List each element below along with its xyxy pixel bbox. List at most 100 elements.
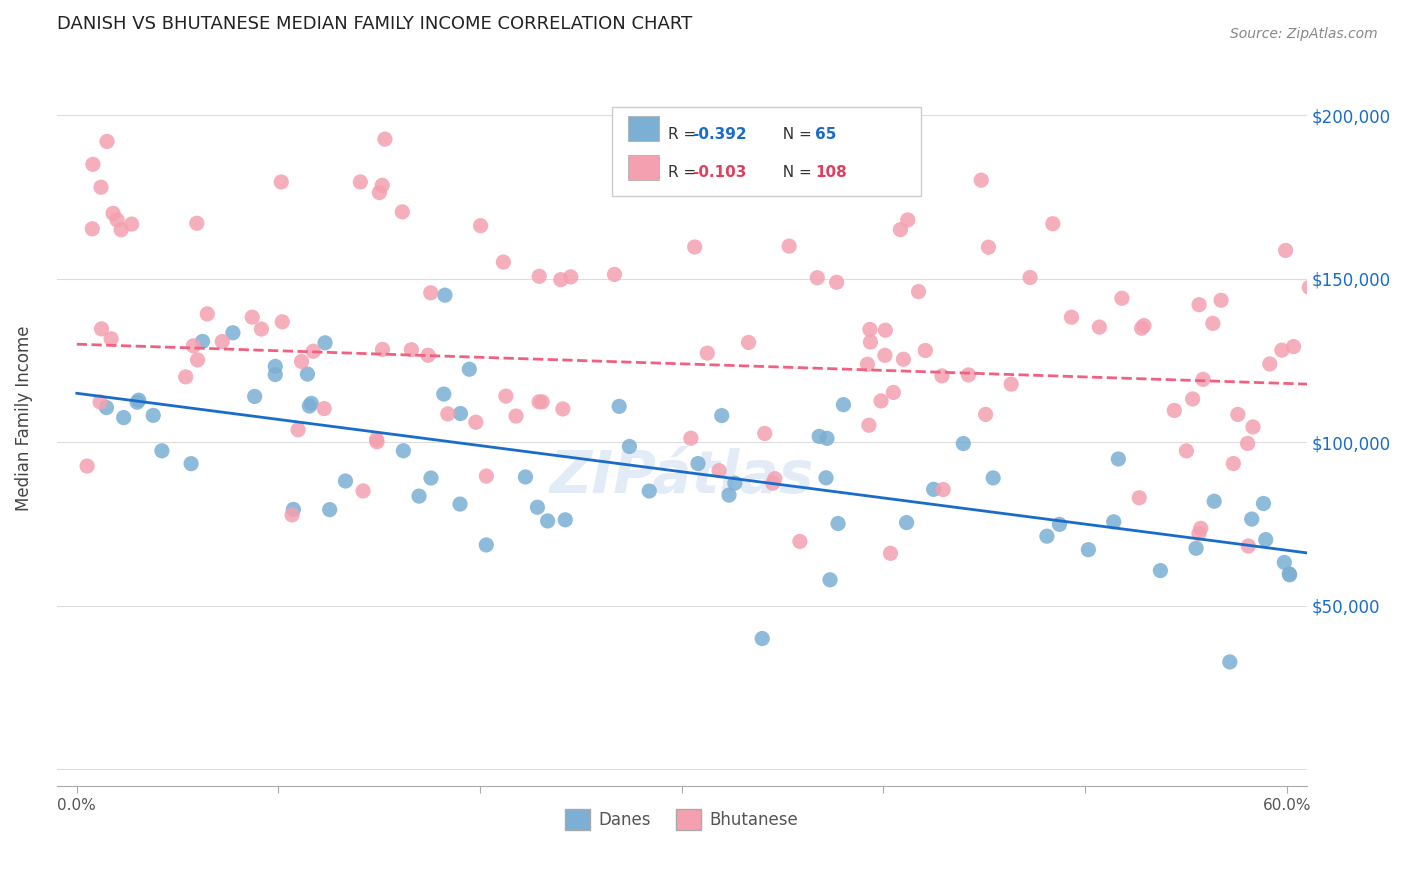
Bhutanese bbox=[529, 269, 551, 284]
Bhutanese bbox=[762, 476, 785, 491]
Danes bbox=[314, 335, 336, 350]
Bhutanese bbox=[371, 178, 394, 193]
Danes bbox=[1219, 655, 1241, 669]
Bhutanese bbox=[977, 240, 1000, 254]
Danes bbox=[724, 476, 747, 491]
Bhutanese bbox=[1192, 372, 1215, 386]
Danes bbox=[128, 393, 150, 408]
Bhutanese bbox=[1258, 357, 1281, 371]
Bhutanese bbox=[368, 186, 391, 200]
Bhutanese bbox=[121, 217, 143, 231]
Danes bbox=[952, 436, 974, 450]
Bhutanese bbox=[879, 546, 901, 560]
Bhutanese bbox=[352, 483, 374, 498]
Danes bbox=[150, 443, 173, 458]
Bhutanese bbox=[859, 322, 882, 336]
Bhutanese bbox=[875, 323, 897, 337]
Text: ZIPátlas: ZIPátlas bbox=[550, 448, 814, 505]
Bhutanese bbox=[183, 339, 205, 353]
Text: 108: 108 bbox=[815, 165, 848, 180]
Danes bbox=[458, 362, 481, 376]
Bhutanese bbox=[551, 401, 574, 416]
Point bbox=[110, 223, 132, 237]
Bhutanese bbox=[778, 239, 800, 253]
Danes bbox=[1149, 564, 1171, 578]
Bhutanese bbox=[870, 393, 893, 408]
Text: -0.103: -0.103 bbox=[692, 165, 747, 180]
Bhutanese bbox=[914, 343, 936, 358]
Bhutanese bbox=[1282, 340, 1305, 354]
Bhutanese bbox=[195, 307, 218, 321]
Bhutanese bbox=[603, 268, 626, 282]
Danes bbox=[1278, 567, 1301, 582]
Bhutanese bbox=[1209, 293, 1232, 308]
Bhutanese bbox=[505, 409, 527, 423]
Bhutanese bbox=[550, 272, 572, 286]
Bhutanese bbox=[1226, 408, 1249, 422]
Danes bbox=[298, 399, 321, 413]
Bhutanese bbox=[897, 213, 920, 227]
Danes bbox=[127, 395, 149, 409]
Bhutanese bbox=[419, 285, 441, 300]
Bhutanese bbox=[416, 348, 439, 362]
Bhutanese bbox=[475, 469, 498, 483]
Bhutanese bbox=[1202, 317, 1225, 331]
Danes bbox=[243, 389, 266, 403]
Danes bbox=[815, 431, 838, 445]
Bhutanese bbox=[436, 407, 458, 421]
Danes bbox=[264, 368, 287, 382]
Bhutanese bbox=[1298, 280, 1320, 294]
Bhutanese bbox=[186, 216, 208, 230]
Bhutanese bbox=[287, 423, 309, 437]
Danes bbox=[1240, 512, 1263, 526]
Bhutanese bbox=[240, 310, 263, 325]
Bhutanese bbox=[211, 334, 233, 349]
Bhutanese bbox=[789, 534, 811, 549]
Danes bbox=[299, 396, 322, 410]
Y-axis label: Median Family Income: Median Family Income bbox=[15, 325, 32, 510]
Danes bbox=[335, 474, 357, 488]
Bhutanese bbox=[1088, 320, 1111, 334]
Bhutanese bbox=[391, 205, 413, 219]
Bhutanese bbox=[957, 368, 980, 382]
Bhutanese bbox=[1130, 321, 1153, 335]
Bhutanese bbox=[1236, 436, 1258, 450]
Danes bbox=[433, 288, 456, 302]
Danes bbox=[536, 514, 558, 528]
Text: R =: R = bbox=[668, 165, 702, 180]
Bhutanese bbox=[531, 395, 554, 409]
Bhutanese bbox=[271, 315, 294, 329]
Danes bbox=[896, 516, 918, 530]
Bhutanese bbox=[1060, 310, 1083, 325]
Bhutanese bbox=[250, 322, 273, 336]
Bhutanese bbox=[1274, 244, 1296, 258]
Danes bbox=[607, 400, 630, 414]
Bhutanese bbox=[1128, 491, 1150, 505]
Danes bbox=[710, 409, 733, 423]
Bhutanese bbox=[89, 395, 111, 409]
Bhutanese bbox=[859, 334, 882, 349]
Danes bbox=[832, 398, 855, 412]
Bhutanese bbox=[873, 348, 896, 362]
Danes bbox=[638, 483, 661, 498]
Bhutanese bbox=[495, 389, 517, 403]
Bhutanese bbox=[527, 395, 550, 409]
Danes bbox=[981, 471, 1004, 485]
Bhutanese bbox=[931, 368, 953, 383]
Danes bbox=[1185, 541, 1208, 556]
Danes bbox=[619, 440, 641, 454]
Danes bbox=[433, 387, 456, 401]
Danes bbox=[717, 488, 740, 502]
Bhutanese bbox=[1188, 298, 1211, 312]
Danes bbox=[1049, 517, 1071, 532]
Bhutanese bbox=[401, 343, 423, 357]
Danes bbox=[297, 367, 319, 381]
Text: N =: N = bbox=[773, 127, 817, 142]
Danes bbox=[814, 471, 837, 485]
Bhutanese bbox=[290, 354, 312, 368]
Bhutanese bbox=[366, 433, 388, 447]
Text: -0.392: -0.392 bbox=[692, 127, 747, 142]
Danes bbox=[1278, 566, 1301, 581]
Bhutanese bbox=[932, 483, 955, 497]
Bhutanese bbox=[737, 335, 759, 350]
